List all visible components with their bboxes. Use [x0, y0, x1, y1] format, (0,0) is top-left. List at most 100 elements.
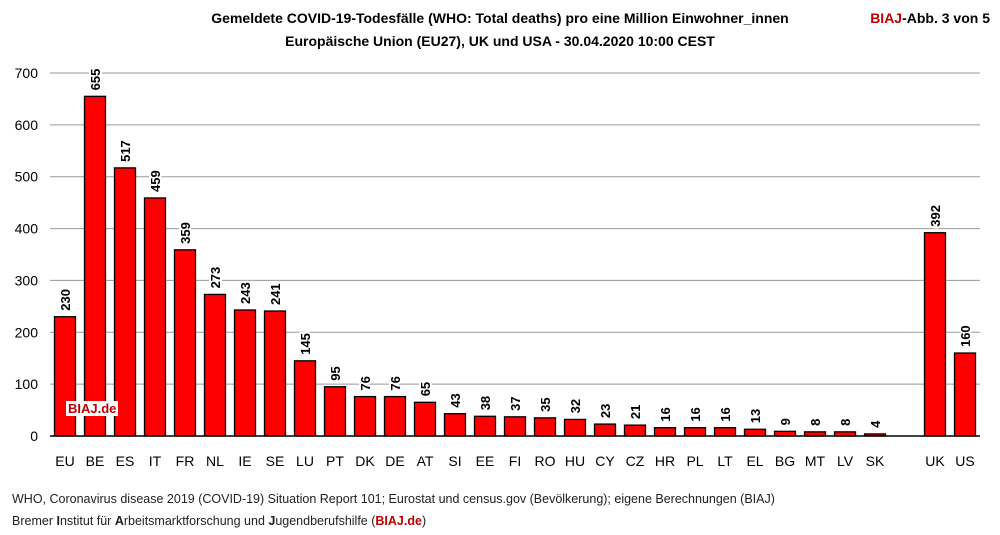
watermark-logo: BIAJ.de	[66, 401, 119, 416]
bar	[683, 427, 707, 437]
x-tick-label: RO	[535, 453, 556, 469]
x-tick-label: BG	[775, 453, 795, 469]
bar-value-label: 21	[628, 405, 643, 419]
bar	[173, 249, 197, 437]
bar	[83, 95, 107, 437]
x-tick-label: HR	[655, 453, 675, 469]
x-tick-label: IE	[238, 453, 251, 469]
y-tick-label: 400	[15, 221, 39, 237]
chart-subtitle: Europäische Union (EU27), UK und USA - 3…	[285, 33, 715, 49]
bar-value-label: 273	[208, 267, 223, 289]
bar	[743, 428, 767, 437]
bar-value-label: 8	[808, 419, 823, 426]
x-tick-label: FI	[509, 453, 521, 469]
bar	[623, 424, 647, 437]
x-tick-label: UK	[925, 453, 945, 469]
org-text-part: I	[56, 514, 60, 528]
bar-value-label: 243	[238, 282, 253, 304]
org-text-part: rbeitsmarktforschung und	[123, 514, 269, 528]
bar-value-label: 459	[148, 170, 163, 192]
bar-value-label: 13	[748, 409, 763, 423]
x-tick-label: LV	[837, 453, 854, 469]
bar-value-label: 655	[88, 69, 103, 91]
bar	[293, 360, 317, 437]
x-tick-label: EL	[746, 453, 763, 469]
org-text-part: J	[268, 514, 276, 528]
figure-badge: BIAJ-Abb. 3 von 5	[870, 10, 990, 26]
x-tick-label: PL	[686, 453, 703, 469]
bar	[953, 352, 977, 437]
x-tick-label: HU	[565, 453, 585, 469]
bar	[923, 232, 947, 437]
badge-text: -Abb. 3 von 5	[902, 10, 990, 26]
x-tick-label: SE	[266, 453, 285, 469]
bar-value-label: 76	[358, 376, 373, 390]
bar-value-label: 8	[838, 419, 853, 426]
bar-value-label: 160	[958, 325, 973, 347]
bar-value-label: 359	[178, 222, 193, 244]
x-tick-label: FR	[176, 453, 195, 469]
bar-value-label: 95	[328, 366, 343, 380]
x-tick-label: SK	[866, 453, 885, 469]
bar	[533, 417, 557, 437]
bar	[593, 423, 617, 437]
bar-value-label: 38	[478, 396, 493, 410]
bar	[473, 415, 497, 437]
bar	[443, 413, 467, 437]
bar	[323, 386, 347, 437]
bar	[353, 395, 377, 437]
bar-value-label: 241	[268, 283, 283, 305]
bar	[503, 416, 527, 437]
bar-value-label: 65	[418, 382, 433, 396]
bar-value-label: 23	[598, 404, 613, 418]
bar-value-label: 4	[868, 420, 883, 428]
bar	[563, 418, 587, 437]
x-tick-label: DK	[355, 453, 375, 469]
x-tick-label: ES	[116, 453, 135, 469]
chart-title: Gemeldete COVID-19-Todesfälle (WHO: Tota…	[211, 10, 789, 26]
org-text-part: BIAJ.de	[375, 514, 422, 528]
x-tick-label: CY	[595, 453, 615, 469]
bar-value-label: 76	[388, 376, 403, 390]
bar-chart: 0 100 200 300 400 500 600 700 230 EU 655 BE 517 ES 459…	[15, 65, 980, 469]
y-tick-label: 200	[15, 324, 39, 340]
org-text-part: ugendberufshilfe (	[275, 514, 376, 528]
y-tick-label: 100	[15, 376, 39, 392]
x-tick-label: IT	[149, 453, 162, 469]
x-tick-label: US	[955, 453, 974, 469]
source-note: WHO, Coronavirus disease 2019 (COVID-19)…	[12, 492, 775, 506]
y-tick-label: 0	[30, 428, 38, 444]
bar-value-label: 37	[508, 396, 523, 410]
bar	[113, 167, 137, 437]
x-tick-label: BE	[86, 453, 105, 469]
org-text-part: )	[421, 514, 427, 528]
org-text-part: nstitut für	[59, 514, 115, 528]
bar-value-label: 392	[928, 205, 943, 227]
bar-value-label: 32	[568, 399, 583, 413]
x-tick-label: LU	[296, 453, 314, 469]
org-text-part: Bremer	[12, 514, 57, 528]
x-tick-label: EU	[55, 453, 74, 469]
bar-value-label: 145	[298, 333, 313, 355]
x-tick-label: EE	[476, 453, 495, 469]
bar-value-label: 16	[718, 407, 733, 421]
x-tick-label: CZ	[626, 453, 645, 469]
bar-value-label: 43	[448, 393, 463, 407]
badge-brand: BIAJ	[870, 10, 903, 26]
bar	[383, 395, 407, 437]
bar-value-label: 16	[688, 407, 703, 421]
bar	[53, 316, 77, 437]
x-tick-label: LT	[717, 453, 733, 469]
bar	[233, 309, 257, 437]
bar-value-label: 9	[778, 418, 793, 425]
bar-value-label: 230	[58, 289, 73, 311]
y-tick-label: 300	[15, 272, 39, 288]
bar	[143, 197, 167, 437]
x-tick-label: DE	[385, 453, 404, 469]
x-tick-label: SI	[448, 453, 461, 469]
bar-value-label: 16	[658, 407, 673, 421]
bar-value-label: 517	[118, 140, 133, 162]
org-text-part: A	[114, 514, 124, 528]
x-tick-label: MT	[805, 453, 826, 469]
y-tick-label: 500	[15, 169, 39, 185]
